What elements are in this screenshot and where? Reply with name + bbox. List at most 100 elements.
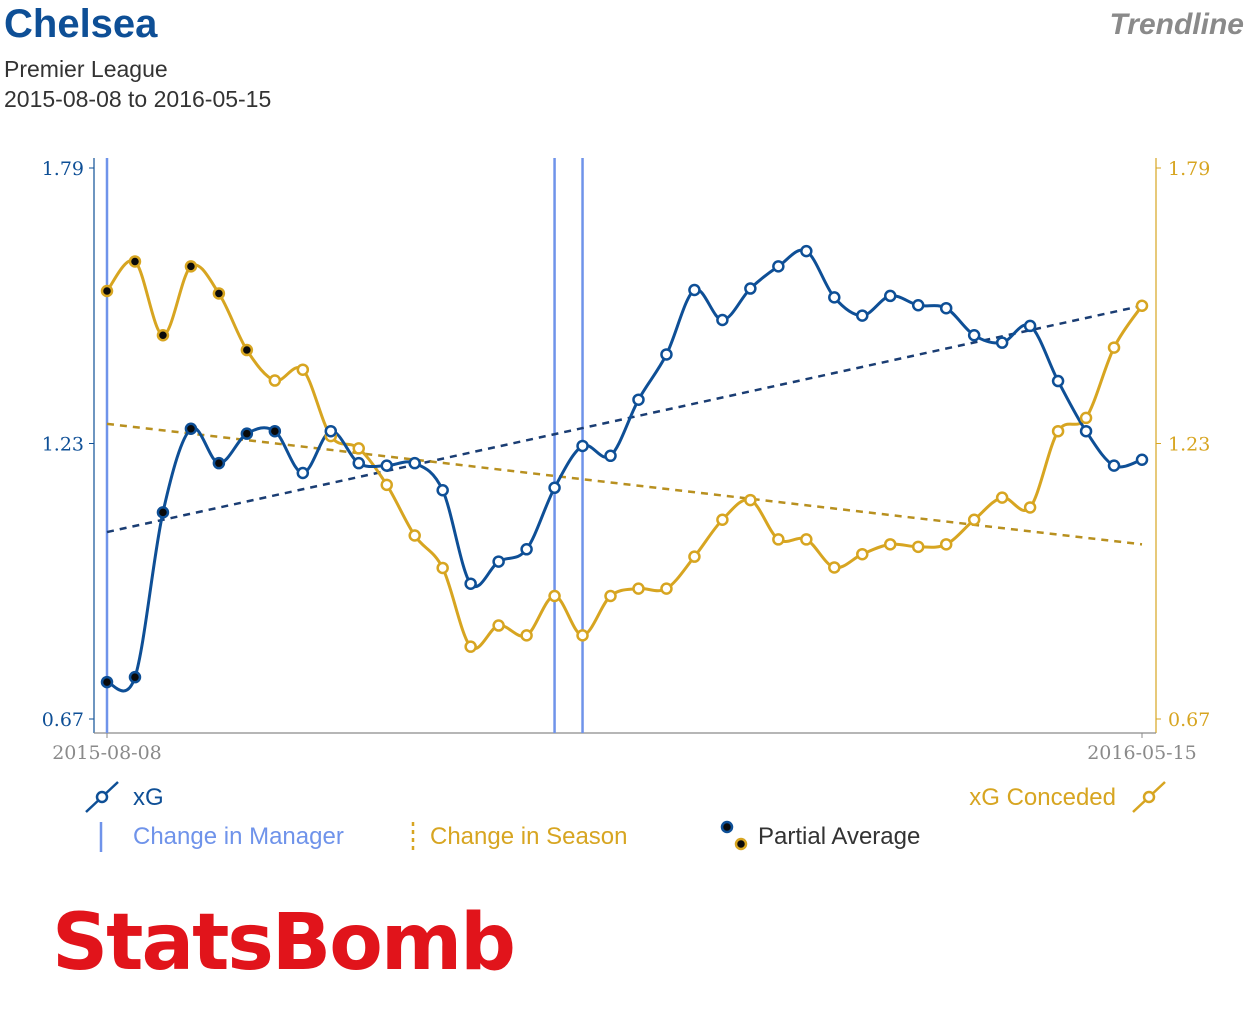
xg-conceded-point — [995, 491, 1009, 504]
xg-conceded-point — [184, 260, 198, 273]
left-tick-label: 1.79 — [42, 158, 84, 180]
xg-point — [156, 506, 170, 519]
legend-xg-conceded-label: xG Conceded — [969, 784, 1116, 811]
right-tick-label: 0.67 — [1168, 709, 1210, 731]
xg-point — [1023, 319, 1037, 333]
chart-legend: xG xG Conceded Change in Manager Change in … — [85, 781, 1166, 852]
xg-conceded-point — [1023, 501, 1037, 514]
x-tick-label: 2016-05-15 — [1087, 742, 1197, 764]
xg-point — [380, 459, 393, 472]
tick-labels: 0.67 0.67 1.23 1.23 1.79 1.79 2015-08-08 2016-0… — [42, 158, 1211, 764]
xg-point — [856, 309, 869, 322]
xg-conceded-point — [464, 640, 477, 653]
xg-point — [604, 449, 617, 463]
xg-point — [492, 555, 505, 568]
chart-mode-label: Trendline — [1109, 8, 1244, 41]
right-tick-label: 1.23 — [1168, 434, 1210, 456]
xg-point — [464, 577, 477, 590]
xg-point — [800, 244, 813, 258]
xg-point — [352, 456, 366, 470]
chart-axes — [89, 158, 1161, 738]
xg-conceded-point — [1135, 299, 1149, 312]
xg-point — [744, 282, 757, 295]
trendline-chart: 0.67 0.67 1.23 1.23 1.79 1.79 2015-08-08 2016-0… — [42, 158, 1211, 852]
xg-point — [1051, 374, 1065, 388]
trendlines — [106, 304, 1143, 546]
xg-conceded-point — [436, 561, 449, 575]
xg-conceded-point — [380, 478, 393, 492]
xg-conceded-point — [492, 619, 505, 632]
team-title: Chelsea — [4, 2, 158, 46]
xg-point — [436, 483, 449, 497]
xg-point — [548, 481, 561, 495]
xg-conceded-point — [883, 538, 897, 551]
xg-conceded-point — [156, 329, 170, 342]
xg-point — [660, 348, 673, 361]
xg-conceded-point — [856, 547, 869, 561]
xg-point — [995, 336, 1009, 349]
xg-conceded-point — [772, 533, 785, 546]
xg-conceded-point — [688, 550, 701, 563]
xg-point — [576, 439, 589, 453]
xg-conceded-point — [1107, 341, 1121, 354]
xg-conceded-trendline — [106, 422, 1143, 546]
xg-conceded-point — [576, 629, 589, 642]
xg-conceded-line — [105, 258, 1144, 651]
legend-partial-label: Partial Average — [758, 823, 920, 850]
xg-point — [296, 466, 310, 480]
xg-conceded-point — [408, 529, 421, 542]
xg-conceded-point — [800, 533, 813, 546]
xg-conceded-point — [828, 561, 841, 574]
xg-point — [212, 456, 226, 470]
legend-manager-label: Change in Manager — [133, 823, 344, 850]
xg-conceded-point — [240, 343, 254, 357]
xg-point — [828, 291, 841, 304]
xg-point — [1079, 424, 1093, 438]
statsbomb-logo: StatsBomb — [52, 898, 516, 988]
xg-point — [1135, 453, 1149, 466]
xg-conceded-point — [296, 363, 310, 376]
xg-point — [939, 301, 953, 315]
xg-conceded-point — [212, 287, 226, 300]
xg-point — [911, 299, 925, 312]
legend-xg-conceded-marker-icon — [1142, 790, 1156, 804]
xg-conceded-point — [660, 582, 673, 595]
xg-point — [520, 543, 533, 556]
right-tick-label: 1.79 — [1168, 158, 1210, 180]
xg-point — [268, 424, 282, 438]
xg-point — [716, 313, 729, 327]
left-tick-label: 0.67 — [42, 709, 84, 731]
xg-conceded-point — [911, 540, 925, 554]
legend-xg-marker-icon — [95, 790, 109, 804]
xg-point — [883, 289, 897, 303]
xg-conceded-point — [716, 513, 729, 527]
xg-point — [1107, 459, 1121, 472]
xg-conceded-point — [967, 513, 981, 527]
xg-conceded-point — [100, 284, 114, 298]
xg-point — [408, 456, 421, 470]
xg-point — [324, 424, 338, 438]
xg-conceded-point — [548, 589, 561, 603]
xg-conceded-point — [939, 538, 953, 551]
xg-conceded-point — [128, 255, 142, 268]
xg-point — [772, 260, 785, 273]
xg-point — [128, 670, 142, 684]
legend-xg-label: xG — [133, 784, 164, 811]
legend-partial-xg-icon — [720, 820, 734, 834]
xg-point — [688, 283, 701, 297]
xg-point — [240, 427, 254, 440]
series-points — [100, 244, 1149, 689]
left-tick-label: 1.23 — [42, 434, 84, 456]
xg-conceded-point — [1051, 424, 1065, 438]
xg-line — [106, 248, 1143, 693]
xg-point — [184, 422, 198, 435]
xg-conceded-point — [352, 442, 366, 455]
competition-label: Premier League — [4, 56, 168, 82]
xg-conceded-point — [632, 582, 645, 595]
legend-season-label: Change in Season — [430, 823, 627, 850]
xg-conceded-point — [520, 629, 533, 642]
x-tick-label: 2015-08-08 — [52, 742, 162, 764]
xg-point — [967, 329, 981, 342]
legend-partial-conceded-icon — [734, 837, 748, 851]
series-lines — [105, 248, 1144, 693]
